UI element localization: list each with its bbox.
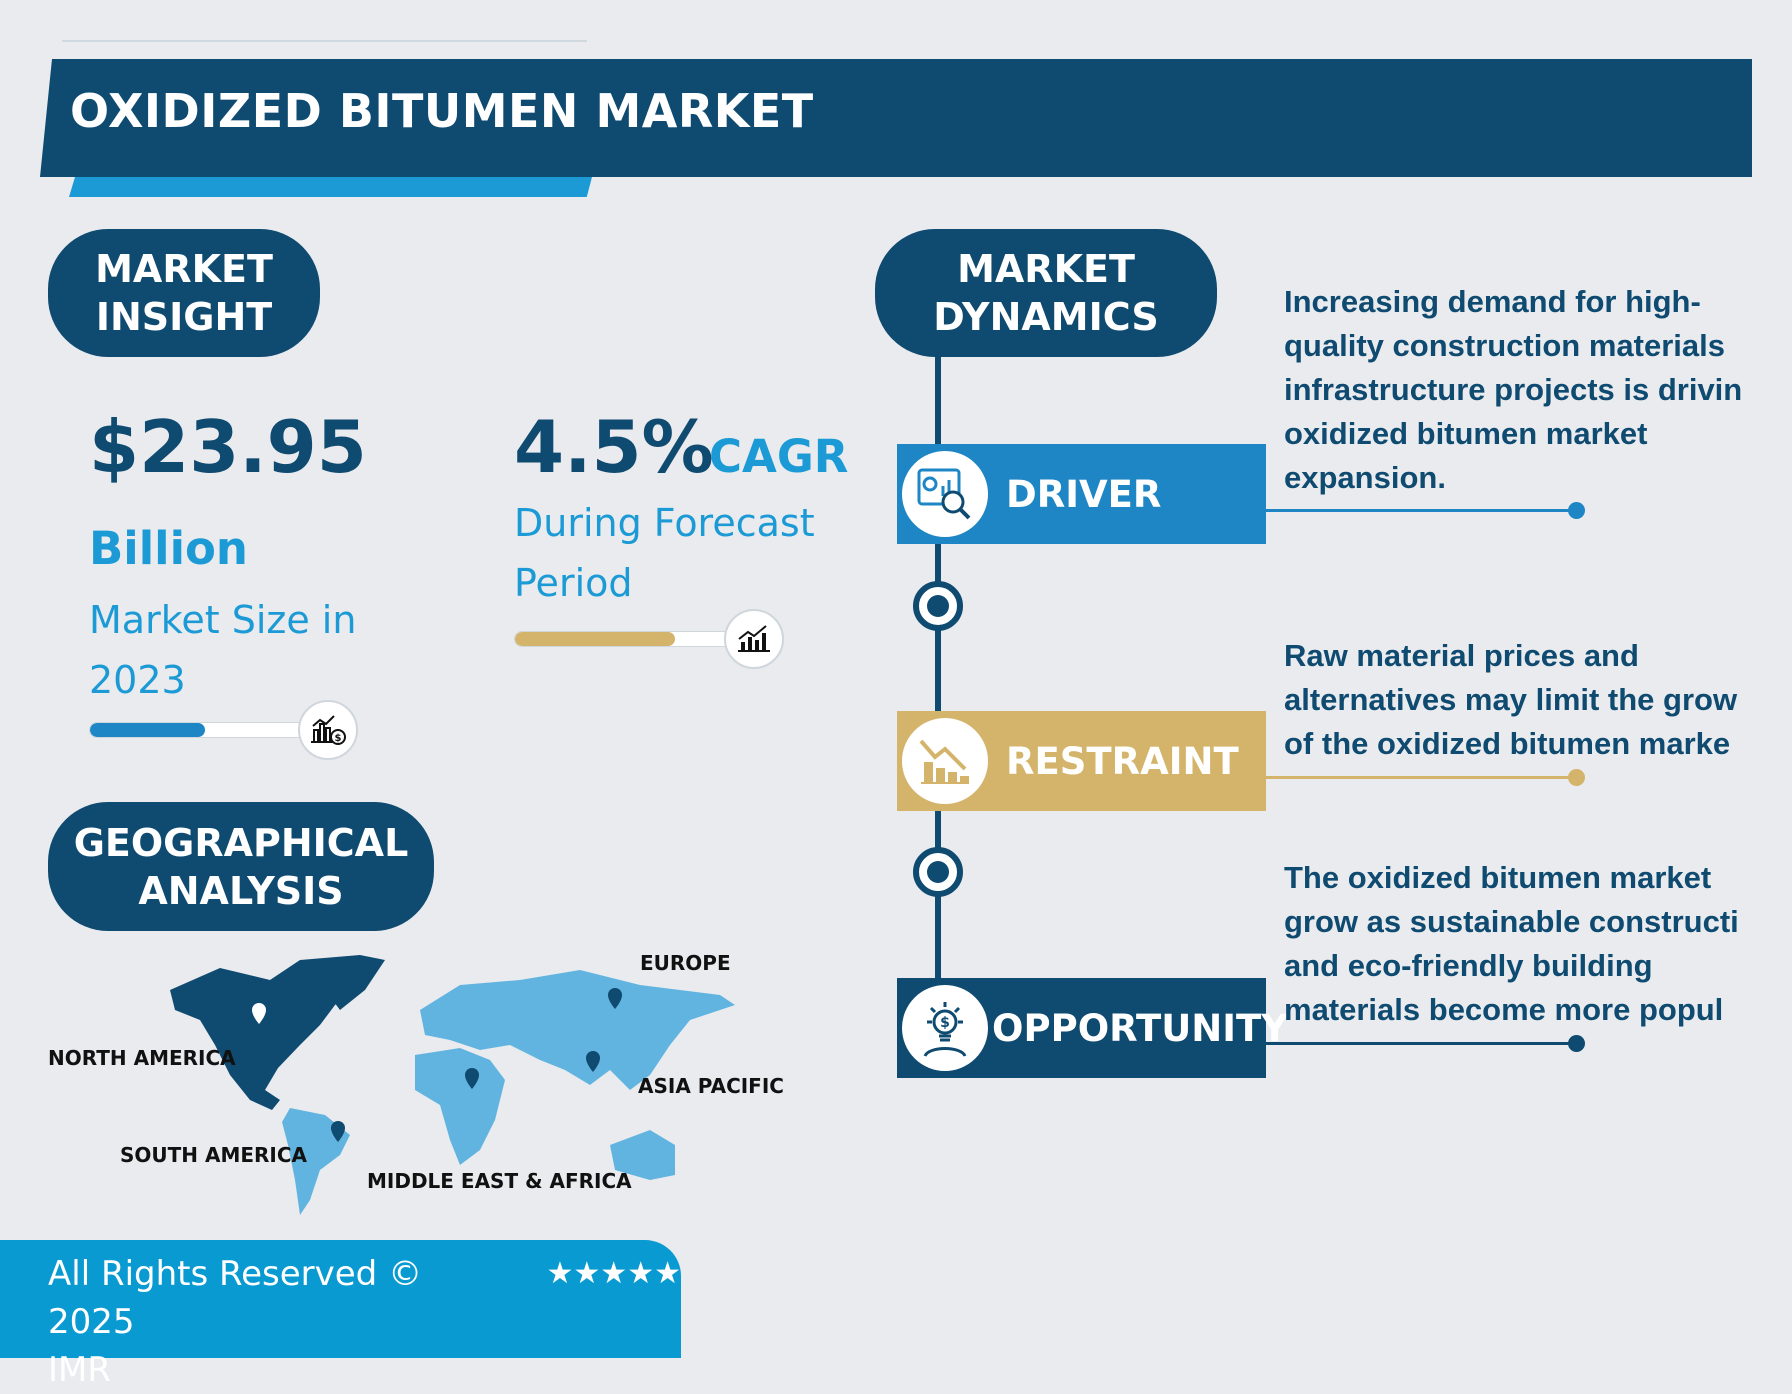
region-label: EUROPE (640, 951, 731, 975)
text-line: Raw material prices and (1284, 638, 1639, 673)
market-dynamics-heading: MARKET DYNAMICS (875, 229, 1217, 357)
driver-text: Increasing demand for high- quality cons… (1284, 280, 1784, 500)
cagr-value: 4.5% (514, 405, 714, 489)
geographical-analysis-heading: GEOGRAPHICAL ANALYSIS (48, 802, 434, 931)
rating-stars: ★★★★★ (546, 1256, 681, 1291)
label-line: During Forecast (514, 501, 815, 545)
australia-shape (610, 1130, 675, 1180)
declining-chart-icon (897, 713, 993, 809)
heading-line: GEOGRAPHICAL (73, 820, 409, 865)
region-label: ASIA PACIFIC (638, 1074, 784, 1098)
north-america-shape (170, 955, 375, 1110)
forecast-label: During Forecast Period (514, 493, 815, 613)
market-size-label: Market Size in 2023 (89, 590, 356, 710)
idea-bulb-dollar-icon: $ (897, 980, 993, 1076)
text-line: Increasing demand for high- (1284, 284, 1701, 319)
text-line: The oxidized bitumen market (1284, 860, 1712, 895)
timeline-line (935, 357, 941, 1037)
analytics-magnifier-icon (897, 446, 993, 542)
text-line: oxidized bitumen market (1284, 416, 1648, 451)
label-line: 2023 (89, 658, 186, 702)
timeline-node (913, 581, 963, 631)
text-line: materials become more popul (1284, 992, 1724, 1027)
location-pin-icon (331, 1121, 345, 1142)
title-bar (40, 59, 1752, 177)
copyright-text: All Rights Reserved © 2025 (48, 1254, 423, 1342)
south-america-shape (282, 1108, 350, 1215)
region-label: SOUTH AMERICA (120, 1143, 308, 1167)
label-line: Market Size in (89, 598, 357, 642)
opportunity-text: The oxidized bitumen market grow as sust… (1284, 856, 1784, 1032)
text-line: grow as sustainable constructi (1284, 904, 1739, 939)
europe-asia-shape (420, 970, 735, 1090)
heading-line: ANALYSIS (138, 868, 344, 913)
title-accent-strip (69, 177, 592, 197)
text-line: and eco-friendly building (1284, 948, 1653, 983)
location-pin-icon (252, 1003, 266, 1024)
text-line: of the oxidized bitumen marke (1284, 726, 1731, 761)
restraint-label: RESTRAINT (1006, 739, 1239, 783)
market-size-unit: Billion (89, 522, 248, 575)
cagr-bar (514, 631, 755, 647)
market-size-value: $23.95 (89, 405, 367, 489)
cagr-label: CAGR (709, 430, 849, 483)
svg-text:$: $ (335, 733, 342, 744)
location-pin-icon (465, 1068, 479, 1089)
text-line: alternatives may limit the grow (1284, 682, 1738, 717)
opportunity-bar: $ OPPORTUNITY (897, 978, 1288, 1078)
footer: All Rights Reserved © 2025 ★★★★★ IMR (0, 1240, 681, 1390)
heading-line: MARKET (95, 247, 273, 291)
location-pin-icon (586, 1051, 600, 1072)
growth-chart-icon (724, 609, 784, 669)
heading-line: DYNAMICS (933, 295, 1159, 339)
page-title: OXIDIZED BITUMEN MARKET (70, 84, 814, 138)
opportunity-label: OPPORTUNITY (992, 1006, 1289, 1050)
market-size-bar-fill (90, 723, 206, 737)
restraint-connector (1266, 769, 1585, 786)
greenland-shape (310, 955, 385, 1010)
market-insight-heading: MARKET INSIGHT (48, 229, 320, 357)
restraint-bar: RESTRAINT (897, 711, 1266, 811)
opportunity-connector (1266, 1035, 1585, 1052)
location-pin-icon (608, 988, 622, 1009)
chart-dollar-icon: $ (298, 700, 358, 760)
cagr-bar-fill (515, 632, 676, 646)
restraint-text: Raw material prices and alternatives may… (1284, 634, 1784, 766)
region-label: NORTH AMERICA (48, 1046, 236, 1070)
text-line: quality construction materials (1284, 328, 1725, 363)
svg-text:$: $ (940, 1015, 950, 1031)
heading-line: MARKET (957, 247, 1135, 291)
title-line (62, 40, 587, 42)
world-map (170, 955, 735, 1215)
text-line: expansion. (1284, 460, 1446, 495)
driver-label: DRIVER (1006, 472, 1162, 516)
brand-text: IMR (48, 1350, 111, 1390)
driver-connector (1266, 502, 1585, 519)
heading-line: INSIGHT (95, 295, 273, 339)
label-line: Period (514, 561, 633, 605)
text-line: infrastructure projects is drivin (1284, 372, 1743, 407)
market-size-bar (89, 722, 331, 738)
africa-shape (415, 1048, 505, 1165)
driver-bar: DRIVER (897, 444, 1266, 544)
region-label: MIDDLE EAST & AFRICA (367, 1169, 632, 1193)
timeline-node (913, 847, 963, 897)
